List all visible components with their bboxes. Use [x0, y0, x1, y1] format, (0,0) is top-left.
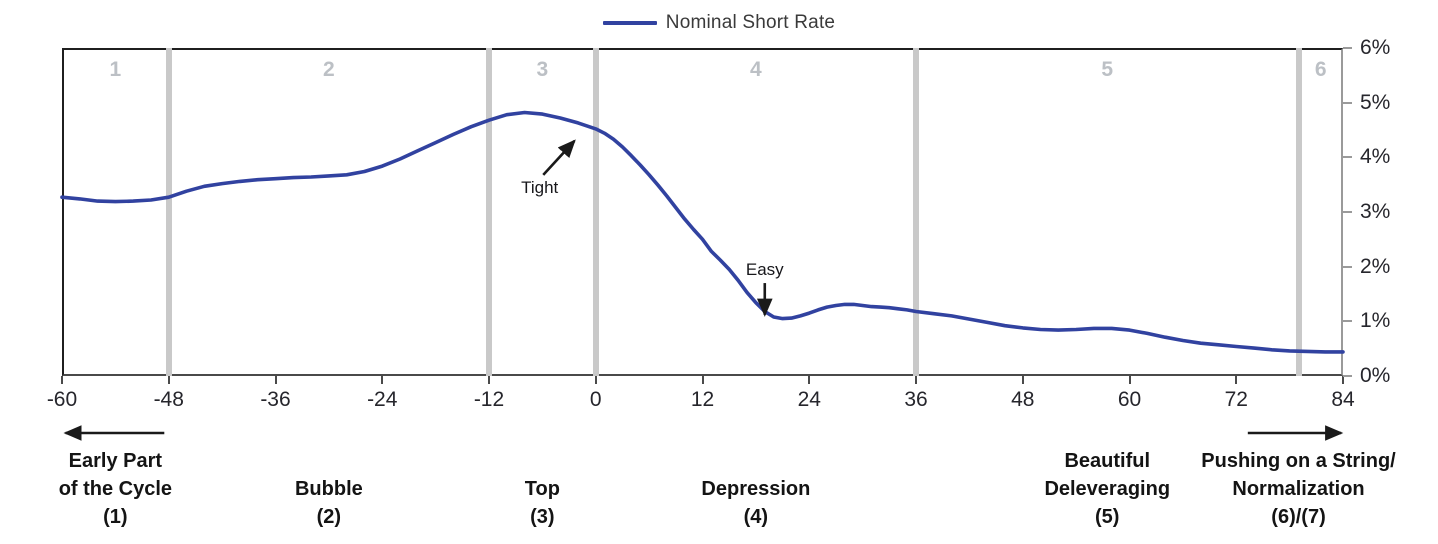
phase-label-line: Top — [524, 478, 560, 500]
phase-label-2: Bubble (2) — [179, 475, 479, 531]
phase-label-line: (1) — [103, 506, 128, 528]
x-axis-tick — [1128, 376, 1131, 384]
x-axis-tick — [381, 376, 384, 384]
x-axis-tick-label: 12 — [690, 388, 715, 411]
y-axis-tick — [1343, 101, 1352, 104]
x-axis-tick — [915, 376, 917, 384]
phase-number-6: 6 — [1314, 58, 1327, 81]
x-axis-tick-label: 84 — [1331, 388, 1355, 411]
x-axis-tick-label: 24 — [797, 388, 821, 411]
phase-label-line: Pushing on a String/ — [1201, 450, 1396, 472]
phase-label-3: Top (3) — [392, 475, 692, 531]
x-axis-tick — [488, 376, 490, 384]
y-axis-tick-label: 0% — [1360, 364, 1391, 387]
y-axis-tick — [1343, 265, 1352, 268]
y-axis-tick — [1343, 47, 1352, 49]
y-axis-tick — [1343, 320, 1352, 323]
x-axis-tick-label: 48 — [1011, 388, 1035, 411]
x-axis-tick-label: -48 — [153, 388, 184, 411]
phase-label-1: Early Part of the Cycle (1) — [0, 447, 265, 531]
x-axis-tick-label: 72 — [1224, 388, 1248, 411]
y-axis-tick — [1343, 211, 1352, 213]
legend: Nominal Short Rate — [0, 12, 1438, 34]
legend-line-swatch — [602, 21, 657, 25]
tight-annotation-label: Tight — [521, 178, 559, 198]
y-axis-tick-label: 5% — [1360, 90, 1391, 114]
x-axis-tick-label: 0 — [589, 388, 602, 411]
phase-divider — [1295, 48, 1302, 376]
legend-label: Nominal Short Rate — [665, 12, 836, 33]
x-axis-tick — [61, 376, 63, 384]
phase-label-line: (3) — [530, 506, 555, 528]
phase-label-line: Deleveraging — [1044, 478, 1171, 500]
y-axis-tick-label: 3% — [1360, 200, 1391, 223]
x-axis-tick — [701, 376, 704, 384]
y-axis-tick-label: 4% — [1360, 145, 1391, 169]
plot-area — [62, 48, 1343, 376]
x-axis-tick — [274, 376, 277, 384]
x-axis-tick-label: -36 — [260, 388, 291, 411]
phase-label-line: of the Cycle — [58, 478, 173, 500]
phase-number-4: 4 — [750, 58, 762, 81]
x-axis-tick-label: 36 — [904, 388, 928, 411]
y-axis-tick — [1343, 156, 1352, 159]
x-axis-tick — [808, 376, 811, 384]
phase-number-5: 5 — [1101, 58, 1114, 81]
y-axis-tick — [1343, 375, 1352, 377]
phase-divider — [592, 48, 599, 376]
y-axis-tick-label: 2% — [1360, 254, 1391, 278]
phase-label-line: (5) — [1095, 506, 1120, 528]
x-axis-tick-label: -12 — [473, 388, 505, 411]
phase-label-5: Beautiful Deleveraging (5) — [957, 447, 1257, 531]
phase-number-2: 2 — [323, 58, 335, 81]
phase-divider — [913, 48, 919, 376]
phase-divider — [486, 48, 492, 376]
x-axis-tick-label: -24 — [367, 388, 398, 411]
x-axis-tick-label: 60 — [1117, 388, 1142, 411]
phase-label-line: (2) — [316, 506, 342, 528]
phase-label-line: (6)/(7) — [1271, 506, 1326, 528]
y-axis-tick-label: 6% — [1360, 36, 1391, 59]
y-axis-tick-label: 1% — [1360, 309, 1391, 333]
phase-label-line: Beautiful — [1064, 450, 1151, 472]
phase-divider — [165, 48, 172, 376]
phase-label-line: Depression — [701, 478, 811, 500]
x-axis-tick — [594, 376, 597, 384]
phase-number-1: 1 — [109, 58, 122, 81]
x-axis-tick — [1342, 376, 1344, 384]
easy-annotation-label: Easy — [745, 260, 784, 280]
phase-label-line: Normalization — [1232, 478, 1365, 500]
x-axis-tick-label: -60 — [46, 388, 78, 411]
phase-label-line: Early Part — [68, 450, 163, 472]
phase-label-67: Pushing on a String/Normalization (6)/(7) — [1149, 447, 1438, 531]
phase-number-3: 3 — [536, 58, 549, 81]
phase-label-line: Bubble — [294, 478, 363, 500]
x-axis-tick — [167, 376, 170, 384]
x-axis-tick — [1021, 376, 1024, 384]
phase-label-line: (4) — [743, 506, 769, 528]
phase-label-4: Depression (4) — [606, 475, 906, 531]
x-axis-tick — [1235, 376, 1238, 384]
